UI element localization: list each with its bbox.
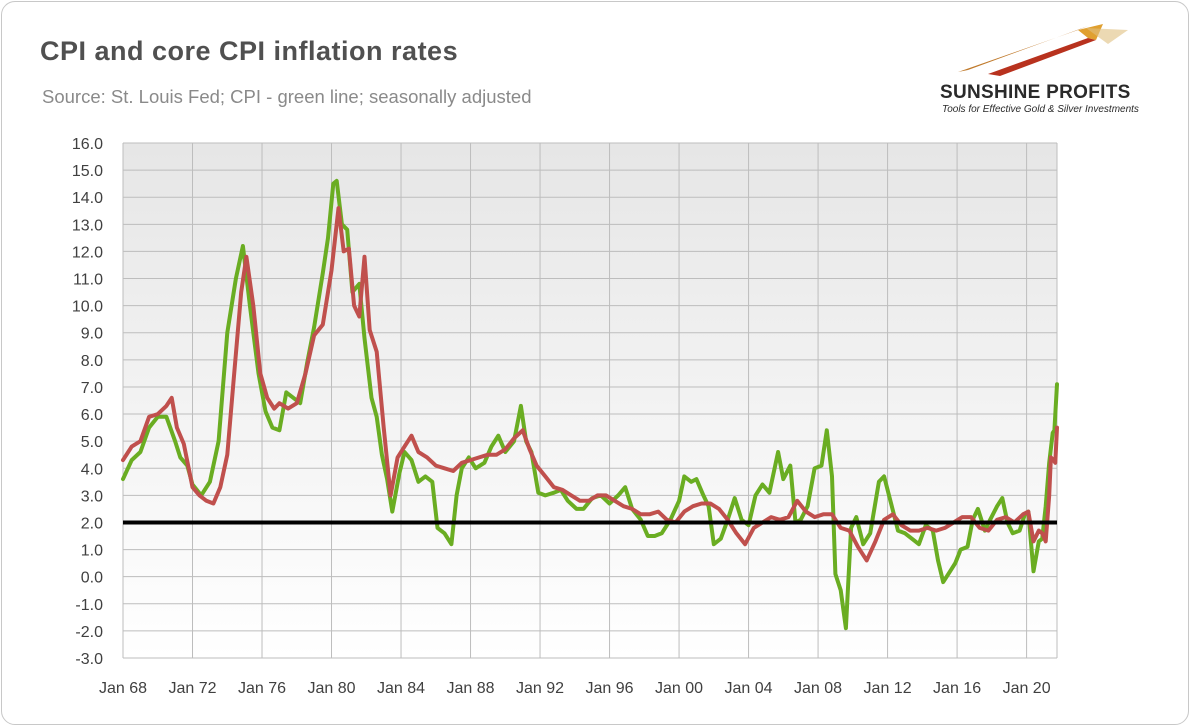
x-tick-label: Jan 84 <box>377 680 425 697</box>
x-tick-label: Jan 96 <box>586 680 634 697</box>
y-tick-label: 14.0 <box>72 190 103 207</box>
y-tick-label: 11.0 <box>73 272 103 289</box>
y-tick-label: 13.0 <box>72 217 103 234</box>
x-tick-label: Jan 04 <box>725 680 773 697</box>
y-tick-label: -3.0 <box>75 651 103 668</box>
y-tick-label: 1.0 <box>81 543 103 560</box>
y-tick-label: 15.0 <box>72 163 103 180</box>
y-tick-label: 10.0 <box>72 299 103 316</box>
y-tick-label: -2.0 <box>75 624 103 641</box>
x-tick-label: Jan 00 <box>655 680 703 697</box>
x-tick-label: Jan 12 <box>864 680 912 697</box>
x-tick-label: Jan 16 <box>933 680 981 697</box>
y-tick-label: -1.0 <box>75 597 103 614</box>
x-tick-label: Jan 80 <box>307 680 355 697</box>
x-tick-label: Jan 92 <box>516 680 564 697</box>
x-tick-label: Jan 72 <box>168 680 216 697</box>
sunshine-profits-logo: SUNSHINE PROFITS Tools for Effective Gol… <box>928 20 1173 120</box>
y-tick-label: 2.0 <box>81 515 103 532</box>
logo-tagline: Tools for Effective Gold & Silver Invest… <box>942 104 1139 115</box>
y-tick-label: 5.0 <box>81 434 103 451</box>
series-line-core-cpi <box>121 206 1059 563</box>
x-tick-label: Jan 88 <box>447 680 495 697</box>
x-tick-label: Jan 76 <box>238 680 286 697</box>
plot-area <box>123 143 1057 658</box>
y-tick-label: 8.0 <box>81 353 103 370</box>
x-tick-label: Jan 68 <box>99 680 147 697</box>
y-tick-label: 12.0 <box>72 244 103 261</box>
x-tick-label: Jan 08 <box>794 680 842 697</box>
y-tick-label: 6.0 <box>81 407 103 424</box>
y-tick-label: 3.0 <box>81 488 103 505</box>
chart-subtitle: Source: St. Louis Fed; CPI - green line;… <box>42 86 532 107</box>
x-tick-label: Jan 20 <box>1003 680 1051 697</box>
logo-swoosh-icon <box>958 24 1128 76</box>
y-tick-label: 9.0 <box>81 326 103 343</box>
y-tick-label: 4.0 <box>81 461 103 478</box>
y-tick-label: 16.0 <box>72 136 103 153</box>
logo-name: SUNSHINE PROFITS <box>940 82 1131 103</box>
chart-title: CPI and core CPI inflation rates <box>40 36 459 66</box>
y-tick-label: 0.0 <box>81 570 103 587</box>
y-tick-label: 7.0 <box>81 380 103 397</box>
